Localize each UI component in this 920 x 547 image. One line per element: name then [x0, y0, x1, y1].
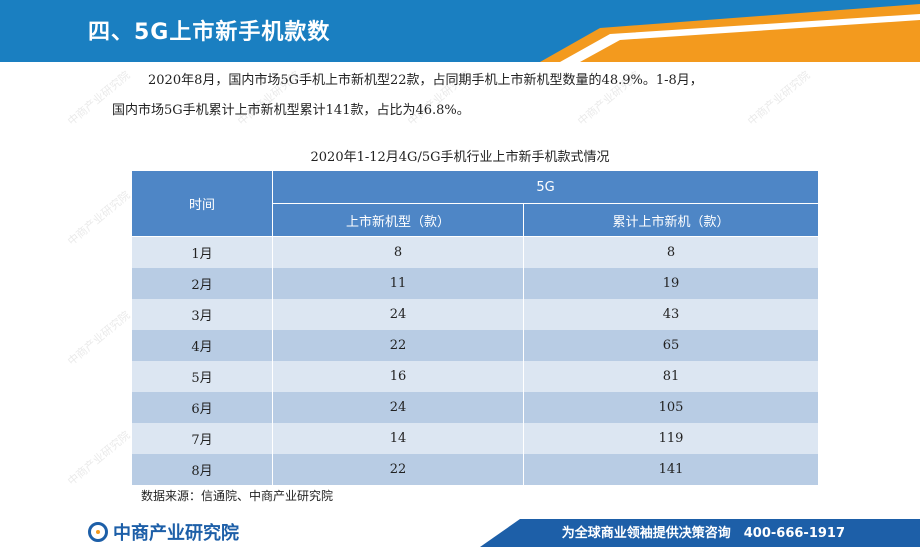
watermark-text: 中商产业研究院	[65, 308, 133, 369]
header-new-models: 上市新机型（款）	[272, 203, 524, 237]
cell-new: 14	[272, 423, 524, 454]
cell-cum: 81	[523, 361, 819, 392]
page-title: 四、5G上市新手机款数	[88, 20, 331, 45]
cell-month: 8月	[131, 454, 273, 485]
footer-bar: 中商产业研究院 为全球商业领袖提供决策咨询 400-666-1917	[0, 513, 920, 547]
header-time: 时间	[131, 170, 273, 237]
cell-month: 5月	[131, 361, 273, 392]
cell-month: 1月	[131, 236, 273, 268]
header-cumulative-models: 累计上市新机（款）	[523, 203, 819, 237]
cell-cum: 65	[523, 330, 819, 361]
summary-paragraph: 2020年8月，国内市场5G手机上市新机型22款，占同期手机上市新机型数量的48…	[112, 66, 812, 126]
data-source: 数据来源：信通院、中商产业研究院	[141, 489, 334, 503]
table-row: 5月 16 81	[131, 361, 819, 392]
cell-cum: 8	[523, 236, 819, 268]
cell-cum: 141	[523, 454, 819, 485]
cell-new: 22	[272, 330, 524, 361]
cell-month: 7月	[131, 423, 273, 454]
cell-new: 24	[272, 299, 524, 330]
table-row: 8月 22 141	[131, 454, 819, 485]
logo-icon	[88, 522, 108, 542]
company-logo: 中商产业研究院	[88, 519, 239, 545]
cell-new: 11	[272, 268, 524, 299]
cell-month: 6月	[131, 392, 273, 423]
header-banner: 四、5G上市新手机款数	[0, 0, 920, 62]
cell-month: 4月	[131, 330, 273, 361]
footer-slogan: 为全球商业领袖提供决策咨询 400-666-1917	[561, 526, 845, 541]
table-row: 2月 11 19	[131, 268, 819, 299]
table-title: 2020年1-12月4G/5G手机行业上市新手机款式情况	[310, 150, 610, 165]
header-5g: 5G	[272, 170, 819, 204]
cell-new: 22	[272, 454, 524, 485]
logo-text: 中商产业研究院	[113, 523, 239, 544]
cell-new: 16	[272, 361, 524, 392]
phone-models-table: 时间 5G 上市新机型（款） 累计上市新机（款） 1月 8 8 2月 11 19 3月 24 4…	[131, 170, 819, 485]
cell-cum: 105	[523, 392, 819, 423]
cell-month: 3月	[131, 299, 273, 330]
header-shape	[0, 0, 920, 62]
summary-line-1: 2020年8月，国内市场5G手机上市新机型22款，占同期手机上市新机型数量的48…	[148, 73, 703, 88]
cell-cum: 119	[523, 423, 819, 454]
table-row: 7月 14 119	[131, 423, 819, 454]
watermark-text: 中商产业研究院	[65, 428, 133, 489]
cell-new: 24	[272, 392, 524, 423]
table-body: 1月 8 8 2月 11 19 3月 24 43 4月 22 65 5月 16 81 6月 24 105 7月 14 1…	[131, 236, 819, 485]
summary-line-2: 国内市场5G手机累计上市新机型累计141款，占比为46.8%。	[112, 103, 470, 118]
cell-cum: 43	[523, 299, 819, 330]
table-row: 6月 24 105	[131, 392, 819, 423]
cell-month: 2月	[131, 268, 273, 299]
cell-cum: 19	[523, 268, 819, 299]
table-row: 1月 8 8	[131, 236, 819, 268]
footer-shape	[480, 519, 920, 547]
watermark-text: 中商产业研究院	[65, 188, 133, 249]
table-row: 3月 24 43	[131, 299, 819, 330]
cell-new: 8	[272, 236, 524, 268]
table-row: 4月 22 65	[131, 330, 819, 361]
